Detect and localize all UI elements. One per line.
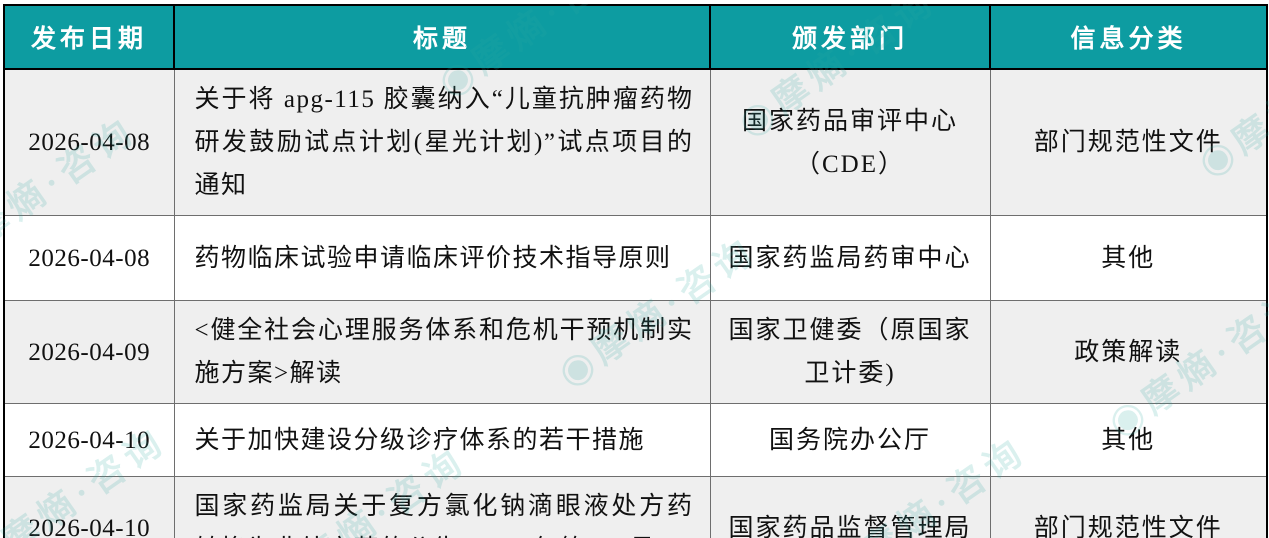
table-row: 2026-04-09 <健全社会心理服务体系和危机干预机制实施方案>解读 国家卫… (3, 300, 1268, 404)
category-cell: 部门规范性文件 (989, 68, 1268, 216)
title-cell: 药物临床试验申请临床评价技术指导原则 (173, 215, 711, 301)
table-row: 2026-04-08 关于将 apg-115 胶囊纳入“儿童抗肿瘤药物研发鼓励试… (3, 68, 1268, 216)
category-cell: 部门规范性文件 (989, 476, 1268, 538)
table-header-row: 发布日期 标题 颁发部门 信息分类 (3, 4, 1268, 70)
title-cell: 国家药监局关于复方氯化钠滴眼液处方药转换为非处方药的公告(2026 年第 36 … (173, 476, 711, 538)
column-header-publish-date: 发布日期 (3, 4, 175, 70)
policy-announcements-table: 发布日期 标题 颁发部门 信息分类 2026-04-08 关于将 apg-115… (3, 4, 1268, 538)
publish-date-cell: 2026-04-10 (3, 403, 175, 477)
department-cell: 国家药品审评中心（CDE） (709, 68, 991, 216)
department-cell: 国务院办公厅 (709, 403, 991, 477)
column-header-issuing-department: 颁发部门 (709, 4, 991, 70)
department-cell: 国家药品监督管理局 (709, 476, 991, 538)
department-cell: 国家卫健委（原国家卫计委) (709, 300, 991, 404)
table-row: 2026-04-08 药物临床试验申请临床评价技术指导原则 国家药监局药审中心 … (3, 215, 1268, 301)
column-header-info-category: 信息分类 (989, 4, 1268, 70)
category-cell: 其他 (989, 403, 1268, 477)
category-cell: 政策解读 (989, 300, 1268, 404)
title-cell: <健全社会心理服务体系和危机干预机制实施方案>解读 (173, 300, 711, 404)
category-cell: 其他 (989, 215, 1268, 301)
table-row: 2026-04-10 关于加快建设分级诊疗体系的若干措施 国务院办公厅 其他 (3, 403, 1268, 477)
publish-date-cell: 2026-04-09 (3, 300, 175, 404)
table-row: 2026-04-10 国家药监局关于复方氯化钠滴眼液处方药转换为非处方药的公告(… (3, 476, 1268, 538)
title-cell: 关于加快建设分级诊疗体系的若干措施 (173, 403, 711, 477)
column-header-title: 标题 (173, 4, 711, 70)
publish-date-cell: 2026-04-08 (3, 68, 175, 216)
policy-table-page: ◉摩熵·咨询 ◉摩熵·咨询 ◉摩熵·咨询 ◉摩熵·咨询 ◉摩熵·咨询 ◉摩熵·咨… (0, 4, 1269, 538)
publish-date-cell: 2026-04-08 (3, 215, 175, 301)
publish-date-cell: 2026-04-10 (3, 476, 175, 538)
department-cell: 国家药监局药审中心 (709, 215, 991, 301)
title-cell: 关于将 apg-115 胶囊纳入“儿童抗肿瘤药物研发鼓励试点计划(星光计划)”试… (173, 68, 711, 216)
